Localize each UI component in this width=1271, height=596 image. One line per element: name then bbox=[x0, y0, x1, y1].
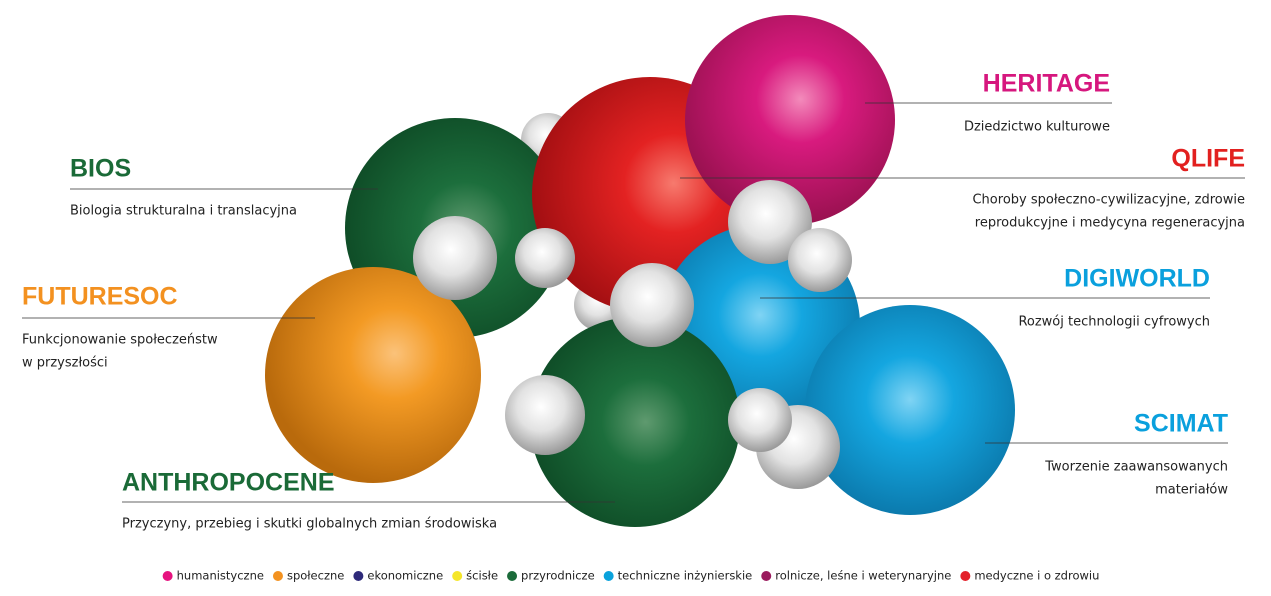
node-description: Biologia strukturalna i translacyjna bbox=[70, 204, 297, 219]
node-title: FUTURESOC bbox=[22, 283, 178, 311]
sphere bbox=[413, 216, 497, 300]
sphere bbox=[728, 388, 792, 452]
sphere bbox=[788, 228, 852, 292]
node-title: HERITAGE bbox=[983, 70, 1110, 98]
legend-dot bbox=[603, 571, 614, 581]
node-title: DIGIWORLD bbox=[1064, 265, 1210, 293]
legend-dot bbox=[507, 571, 518, 581]
legend-dot bbox=[960, 571, 971, 581]
legend-label: rolnicze, leśne i weterynaryjne bbox=[775, 569, 951, 583]
legend: humanistyczne społeczne ekonomiczne ścisłe p… bbox=[162, 569, 1099, 583]
node-description: Przyczyny, przebieg i skutki globalnych … bbox=[122, 517, 497, 532]
legend-dot bbox=[162, 571, 173, 581]
legend-label: ścisłe bbox=[466, 569, 498, 583]
node-title: SCIMAT bbox=[1134, 410, 1228, 438]
node-description: Rozwój technologii cyfrowych bbox=[1018, 315, 1210, 330]
labels: HERITAGE Dziedzictwo kulturowe QLIFE Chorob… bbox=[22, 70, 1245, 532]
node-description: reprodukcyjne i medycyna regeneracyjna bbox=[975, 216, 1245, 231]
sphere bbox=[805, 305, 1015, 515]
sphere bbox=[685, 15, 895, 225]
sphere bbox=[610, 263, 694, 347]
legend-label: medyczne i o zdrowiu bbox=[974, 569, 1099, 583]
sphere bbox=[265, 267, 481, 483]
legend-dot bbox=[272, 571, 283, 581]
node-description: Tworzenie zaawansowanych bbox=[1044, 460, 1228, 475]
sphere bbox=[505, 375, 585, 455]
legend-label: techniczne inżynierskie bbox=[618, 569, 753, 583]
node-title: BIOS bbox=[70, 155, 131, 183]
legend-label: ekonomiczne bbox=[367, 569, 443, 583]
node-description: materiałów bbox=[1155, 483, 1228, 498]
node-title: ANTHROPOCENE bbox=[122, 469, 335, 497]
node-description: Funkcjonowanie społeczeństw bbox=[22, 333, 218, 348]
node-description: Choroby społeczno-cywilizacyjne, zdrowie bbox=[972, 193, 1245, 208]
legend-label: przyrodnicze bbox=[521, 569, 595, 583]
molecule bbox=[265, 15, 1015, 527]
legend-dot bbox=[761, 571, 772, 581]
sphere bbox=[728, 180, 812, 264]
sphere bbox=[530, 317, 740, 527]
node-title: QLIFE bbox=[1171, 145, 1245, 173]
legend-label: humanistyczne bbox=[177, 569, 264, 583]
sphere bbox=[515, 228, 575, 288]
node-description: w przyszłości bbox=[22, 356, 108, 371]
node-description: Dziedzictwo kulturowe bbox=[964, 120, 1110, 135]
legend-dot bbox=[353, 571, 364, 581]
legend-label: społeczne bbox=[287, 569, 344, 583]
legend-dot bbox=[452, 571, 463, 581]
